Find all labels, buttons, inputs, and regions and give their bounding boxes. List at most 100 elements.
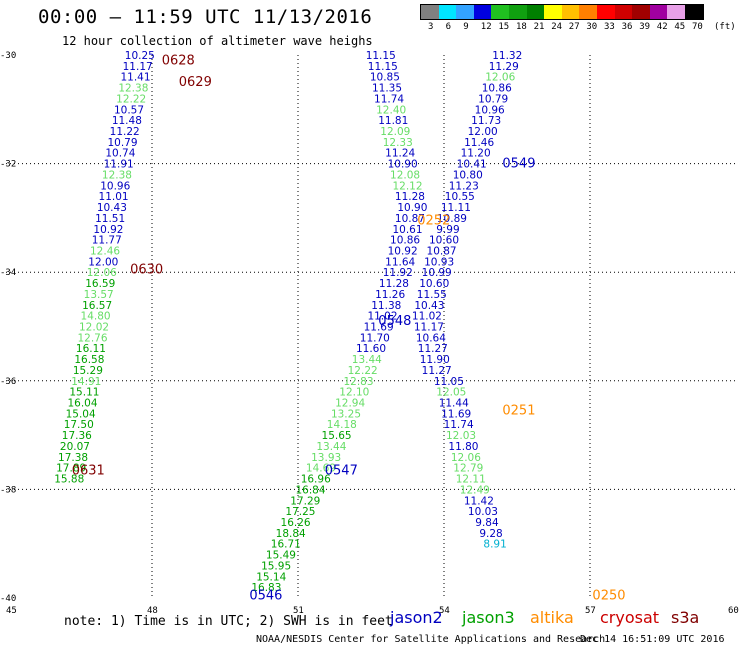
wave-height-value: 10.43	[414, 300, 444, 312]
wave-height-value: 11.02	[412, 311, 442, 323]
wave-height-value: 15.14	[256, 571, 286, 583]
chart-subtitle: 12 hour collection of altimeter wave hei…	[62, 34, 373, 48]
wave-height-value: 10.03	[468, 506, 498, 518]
footnote: note: 1) Time is in UTC; 2) SWH is in fe…	[64, 614, 393, 629]
wave-height-value: 11.90	[420, 354, 450, 366]
scale-swatch	[526, 5, 545, 19]
scale-swatch	[667, 5, 685, 19]
wave-height-value: 17.36	[62, 430, 92, 442]
wave-height-value: 10.55	[445, 191, 475, 203]
wave-height-value: 16.59	[85, 278, 115, 290]
scale-label: 3	[428, 22, 434, 32]
wave-height-value: 12.06	[87, 267, 117, 279]
wave-height-value: 17.89	[56, 463, 86, 475]
wave-height-value: 12.22	[116, 93, 146, 105]
wave-height-value: 13.93	[311, 452, 341, 464]
wave-height-value: 16.96	[301, 474, 331, 486]
pass-id-label: 0629	[179, 75, 212, 90]
wave-height-value: 13.57	[84, 289, 114, 301]
wave-height-value: 17.29	[290, 495, 320, 507]
wave-height-value: 10.57	[114, 104, 144, 116]
x-tick-label: 45	[6, 606, 17, 616]
wave-height-value: 12.00	[468, 126, 498, 138]
wave-height-value: 16.11	[76, 343, 106, 355]
pass-id-label: 0549	[502, 157, 535, 172]
y-tick-label: -30	[0, 51, 16, 61]
wave-height-value: 17.25	[285, 506, 315, 518]
wave-height-value: 10.64	[416, 332, 446, 344]
wave-height-value: 12.38	[118, 83, 148, 95]
pass-id-label: 0547	[325, 463, 358, 478]
y-tick-label: -34	[0, 268, 16, 278]
wave-height-value: 10.74	[105, 148, 135, 160]
legend-item-jason3: jason3	[462, 608, 515, 627]
scale-swatch	[579, 5, 597, 19]
wave-height-value: 11.55	[417, 289, 447, 301]
scale-swatch	[438, 5, 457, 19]
wave-height-value: 11.81	[378, 115, 408, 127]
wave-height-value: 15.65	[322, 430, 352, 442]
chart-title: 00:00 – 11:59 UTC 11/13/2016	[38, 6, 373, 28]
wave-height-value: 11.35	[372, 83, 402, 95]
wave-height-value: 10.41	[457, 159, 487, 171]
scale-label: 6	[445, 22, 452, 32]
wave-height-value: 10.61	[392, 224, 422, 236]
wave-height-value: 16.71	[271, 539, 301, 551]
wave-height-value: 11.28	[395, 191, 425, 203]
wave-height-value: 11.73	[471, 115, 501, 127]
y-tick-label: -32	[0, 160, 16, 170]
wave-height-value: 12.11	[456, 474, 486, 486]
wave-height-value: 11.27	[418, 343, 448, 355]
pass-id-label: 0252	[417, 214, 450, 229]
wave-height-value: 11.91	[104, 159, 134, 171]
wave-height-value: 11.69	[441, 408, 471, 420]
wave-height-value: 9.84	[475, 517, 499, 529]
wave-height-value: 12.05	[436, 387, 466, 399]
wave-height-value: 11.23	[449, 180, 479, 192]
color-scale-bar	[420, 4, 704, 20]
x-tick-label: 60	[728, 606, 739, 616]
wave-height-value: 16.26	[281, 517, 311, 529]
pass-id-label: 0251	[502, 404, 535, 419]
scale-label: 30	[586, 22, 598, 32]
scale-swatch	[544, 5, 562, 19]
scale-label: 9	[463, 22, 469, 32]
wave-height-value: 10.79	[107, 137, 137, 149]
wave-height-value: 15.49	[266, 550, 296, 562]
pass-id-label: 0546	[249, 588, 282, 603]
pass-id-label: 0631	[72, 463, 105, 478]
wave-height-value: 11.51	[95, 213, 125, 225]
wave-height-value: 9.99	[436, 224, 459, 236]
scale-label: 24	[551, 22, 563, 32]
scale-swatch	[473, 5, 492, 19]
scale-label: 33	[604, 22, 615, 32]
legend-item-cryosat: cryosat	[600, 608, 660, 627]
wave-height-value: 11.74	[444, 419, 474, 431]
y-tick-label: -38	[0, 485, 16, 495]
wave-height-value: 10.92	[93, 224, 123, 236]
scale-swatch	[456, 5, 474, 19]
wave-height-value: 10.90	[388, 159, 418, 171]
wave-height-value: 10.89	[437, 213, 467, 225]
wave-height-value: 11.01	[99, 191, 129, 203]
wave-height-value: 12.22	[348, 365, 378, 377]
pass-id-label: 0250	[592, 588, 625, 603]
wave-height-value: 11.48	[112, 115, 142, 127]
wave-height-value: 10.96	[100, 180, 130, 192]
wave-height-value: 10.87	[395, 213, 425, 225]
wave-height-value: 12.76	[77, 332, 107, 344]
scale-label: 42	[656, 22, 668, 32]
scale-label: 21	[533, 22, 545, 32]
wave-height-value: 12.02	[79, 322, 109, 334]
scale-swatch	[649, 5, 668, 19]
scale-label: 39	[639, 22, 651, 32]
scale-swatch	[508, 5, 527, 19]
wave-height-value: 11.15	[368, 61, 398, 73]
wave-height-value: 15.88	[54, 474, 84, 486]
wave-height-value: 11.28	[379, 278, 409, 290]
wave-height-value: 17.50	[64, 419, 94, 431]
y-tick-label: -40	[0, 594, 16, 604]
wave-height-value: 14.91	[71, 376, 101, 388]
wave-height-value: 11.32	[492, 50, 522, 62]
wave-height-value: 10.25	[125, 50, 155, 62]
